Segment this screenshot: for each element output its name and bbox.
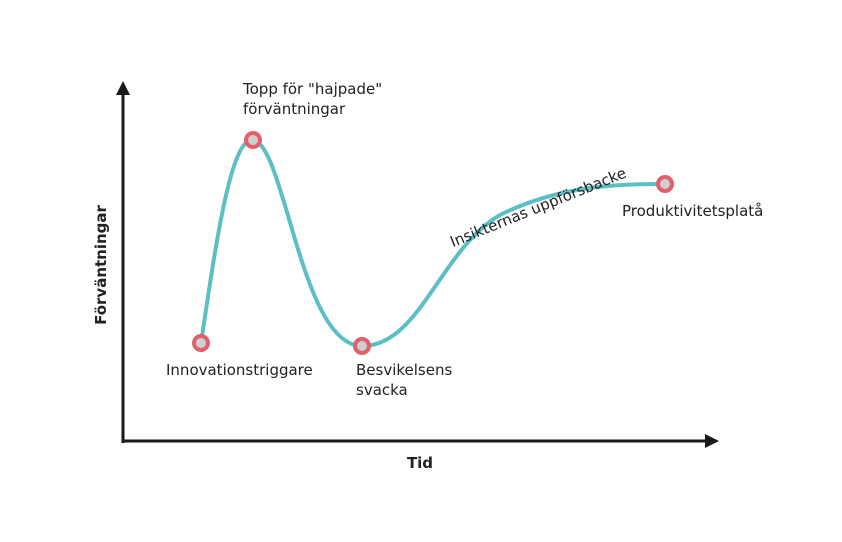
x-arrow bbox=[705, 434, 719, 448]
label-line: Innovationstriggare bbox=[166, 361, 313, 379]
label-line: Besvikelsens bbox=[356, 361, 452, 379]
marker bbox=[656, 175, 674, 193]
marker bbox=[353, 337, 371, 355]
label-line: svacka bbox=[356, 381, 408, 399]
point-label-1: Topp för "hajpade" förväntningar bbox=[242, 80, 382, 118]
point-label-2: Besvikelsens svacka bbox=[356, 361, 452, 399]
marker bbox=[244, 131, 262, 149]
curve-label: Insikternas uppförsbacke bbox=[447, 164, 628, 251]
y-arrow bbox=[116, 81, 130, 95]
x-label: Tid bbox=[407, 454, 433, 472]
y-label: Förväntningar bbox=[92, 204, 110, 324]
curve bbox=[199, 137, 666, 349]
point-label-0: Innovationstriggare bbox=[166, 361, 313, 379]
marker bbox=[192, 334, 210, 352]
label-line: Produktivitetsplatå bbox=[622, 202, 763, 220]
axes bbox=[116, 81, 719, 448]
markers bbox=[192, 131, 674, 355]
label-line: Topp för "hajpade" bbox=[242, 80, 382, 98]
point-label-3: Produktivitetsplatå bbox=[622, 202, 763, 220]
label-line: förväntningar bbox=[243, 100, 346, 118]
